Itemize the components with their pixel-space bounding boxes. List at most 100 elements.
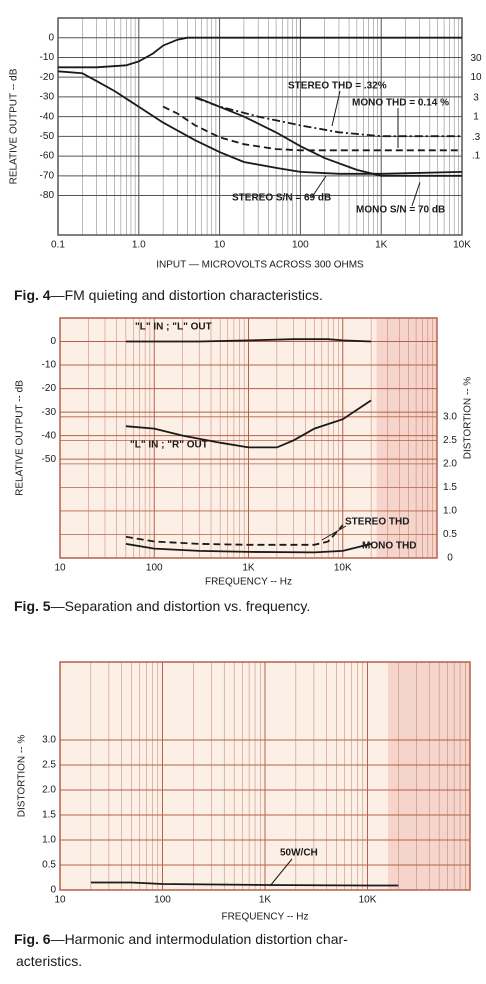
x-tick-label: 10K (359, 895, 377, 906)
y-tick-label: -40 (42, 430, 57, 441)
figure-label: Fig. 5 (14, 598, 51, 614)
figure-label: Fig. 6 (14, 931, 51, 947)
shaded-region (376, 318, 437, 558)
data-line (125, 524, 344, 546)
annotation-arrow (411, 181, 421, 207)
annotation: MONO THD = 0.14 % (352, 98, 449, 109)
caption-text: —Separation and distortion vs. frequency… (51, 598, 311, 614)
y-tick-label: -10 (40, 52, 55, 63)
plot-border (57, 17, 463, 236)
x-tick-label: 1K (242, 563, 255, 574)
y2-tick-label: 2.0 (443, 459, 457, 470)
y-axis-label: RELATIVE OUTPUT -- dB (9, 68, 20, 184)
y-tick-label: 2.0 (42, 785, 56, 796)
x-tick-label: 0.1 (51, 240, 65, 251)
y-tick-label: -50 (42, 454, 57, 465)
y2-tick-label: .3 (472, 132, 481, 143)
y2-tick-label: 1 (473, 111, 479, 122)
caption-text: —Harmonic and intermodulation distortion… (51, 931, 349, 947)
annotation-arrow (311, 175, 327, 198)
data-line (57, 70, 463, 175)
annotation: STEREO THD (345, 517, 409, 528)
y-tick-label: -20 (42, 383, 57, 394)
y-tick-label: -10 (42, 360, 57, 371)
annotation: MONO S/N = 70 dB (356, 205, 445, 216)
annotation: 50W/CH (280, 848, 318, 859)
x-tick-label: 10 (54, 563, 66, 574)
y-tick-label: -40 (40, 111, 55, 122)
y-tick-label: -80 (40, 190, 55, 201)
x-tick-label: 1K (259, 895, 272, 906)
annotation: STEREO THD = .32% (288, 81, 387, 92)
x-tick-label: 10K (453, 240, 471, 251)
y-axis-label: DISTORTION -- % (17, 735, 28, 818)
y-tick-label: -30 (42, 407, 57, 418)
x-axis-label: INPUT — MICROVOLTS ACROSS 300 OHMS (156, 260, 364, 271)
x-axis-label: FREQUENCY -- Hz (205, 577, 292, 588)
annotation: STEREO S/N = 69 dB (232, 193, 331, 204)
y-tick-label: 0.5 (42, 860, 56, 871)
y-tick-label: 0 (50, 885, 56, 896)
y2-axis-label: DISTORTION -- % (463, 377, 474, 460)
x-tick-label: 100 (146, 563, 163, 574)
y2-tick-label: 1.5 (443, 482, 457, 493)
data-line (125, 399, 372, 449)
y-tick-label: 0 (48, 32, 54, 43)
caption: Fig. 6—Harmonic and intermodulation dist… (14, 931, 348, 947)
y2-tick-label: 0 (447, 553, 453, 564)
data-line (194, 96, 462, 138)
y2-tick-label: .1 (472, 151, 481, 162)
caption: Fig. 4—FM quieting and distortion charac… (14, 287, 323, 303)
x-tick-label: 10K (334, 563, 352, 574)
y-tick-label: 2.5 (42, 760, 56, 771)
y-axis-label: RELATIVE OUTPUT -- dB (15, 380, 26, 496)
y-tick-label: -60 (40, 151, 55, 162)
y2-tick-label: 30 (470, 53, 482, 64)
plot-border (59, 317, 438, 559)
annotation: "L" IN ; "R" OUT (130, 440, 208, 451)
y-tick-label: -50 (40, 131, 55, 142)
data-line (58, 36, 462, 69)
x-tick-label: 10 (214, 240, 226, 251)
data-line (125, 338, 372, 343)
y2-tick-label: 1.0 (443, 506, 457, 517)
y-tick-label: -30 (40, 92, 55, 103)
caption: Fig. 5—Separation and distortion vs. fre… (14, 598, 310, 614)
y2-tick-label: 3 (473, 92, 479, 103)
annotation-arrow (321, 525, 347, 541)
x-tick-label: 100 (154, 895, 171, 906)
caption: acteristics. (16, 953, 82, 969)
x-tick-label: 10 (54, 895, 66, 906)
y-tick-label: -20 (40, 72, 55, 83)
annotation-arrow (269, 858, 293, 887)
x-tick-label: 100 (292, 240, 309, 251)
plot-background (58, 18, 462, 235)
y-tick-label: 0 (50, 336, 56, 347)
y2-tick-label: 0.5 (443, 529, 457, 540)
x-tick-label: 1.0 (132, 240, 146, 251)
chart: 10 100 1K 10K 0 -10 -20 -30 -40 -50 0 0.5 1.0 1.5 2.0 2… (14, 317, 474, 614)
y-tick-label: -70 (40, 170, 55, 181)
y-tick-label: 1.5 (42, 810, 56, 821)
caption-text: —FM quieting and distortion characterist… (51, 287, 323, 303)
x-tick-label: 1K (375, 240, 388, 251)
annotation-arrow (331, 90, 341, 127)
chart: 0.1 1.0 10 100 1K 10K 0 -10 -20 -30 -40 -50 -60 -70 -8… (9, 17, 482, 303)
y-tick-label: 3.0 (42, 735, 56, 746)
y2-tick-label: 3.0 (443, 411, 457, 422)
plot-border (59, 661, 471, 891)
chart: 10 100 1K 10K 0 0.5 1.0 1.5 2.0 2.5 3.0 50W/CH FREQU… (14, 661, 471, 969)
data-line (162, 105, 462, 152)
x-axis-label: FREQUENCY -- Hz (221, 912, 308, 923)
y-tick-label: 1.0 (42, 835, 56, 846)
caption-text: acteristics. (16, 953, 82, 969)
annotation: "L" IN ; "L" OUT (135, 322, 212, 333)
data-line (194, 96, 462, 177)
annotation: MONO THD (362, 541, 416, 552)
y2-tick-label: 2.5 (443, 435, 457, 446)
figure-label: Fig. 4 (14, 287, 51, 303)
y2-tick-label: 10 (470, 72, 482, 83)
data-line (125, 543, 372, 554)
